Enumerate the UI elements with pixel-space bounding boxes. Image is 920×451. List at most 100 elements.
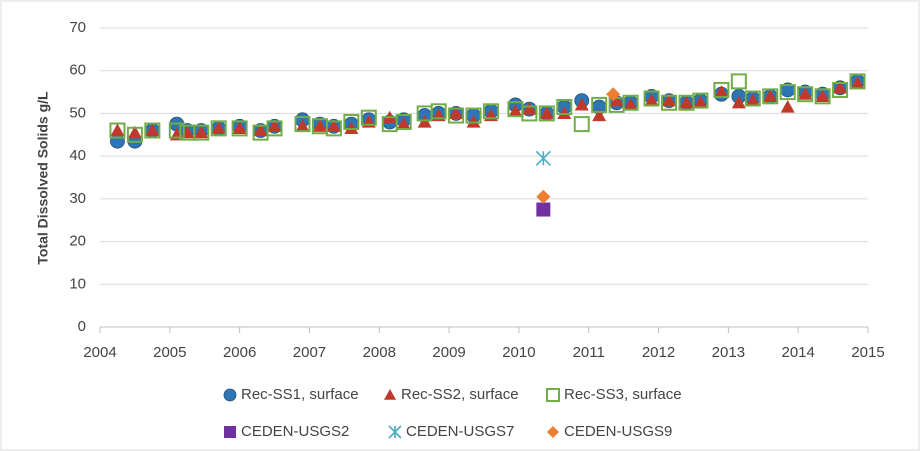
point xyxy=(713,81,730,98)
y-tick-label: 20 xyxy=(69,233,86,250)
point xyxy=(294,116,311,133)
point xyxy=(194,125,209,139)
legend-marker xyxy=(224,426,236,438)
x-tick-label: 2015 xyxy=(851,344,884,361)
x-tick-label: 2013 xyxy=(712,344,745,361)
point xyxy=(573,116,590,133)
point xyxy=(662,93,677,107)
point xyxy=(343,113,360,130)
point xyxy=(466,114,481,128)
legend-label: Rec-SS2, surface xyxy=(401,386,519,403)
point xyxy=(535,150,551,166)
legend-label: CEDEN-USGS9 xyxy=(564,423,672,440)
point xyxy=(623,97,638,111)
legend-label: Rec-SS1, surface xyxy=(241,386,359,403)
x-tick-label: 2009 xyxy=(432,344,465,361)
point xyxy=(833,80,848,94)
point xyxy=(536,202,551,217)
x-tick-label: 2005 xyxy=(153,344,186,361)
point xyxy=(556,99,573,116)
point xyxy=(295,119,310,132)
point xyxy=(465,107,482,124)
legend-label: Rec-SS3, surface xyxy=(564,386,682,403)
point xyxy=(574,97,589,111)
point xyxy=(538,105,555,122)
point xyxy=(763,89,778,102)
point xyxy=(253,123,268,137)
point xyxy=(644,93,659,107)
x-tick-label: 2011 xyxy=(573,344,605,361)
point xyxy=(622,94,639,111)
y-axis-label: Total Dissolved Solids g/L xyxy=(35,91,51,265)
point xyxy=(144,122,161,139)
point xyxy=(609,93,624,107)
point xyxy=(344,121,359,134)
y-tick-label: 30 xyxy=(69,190,86,207)
y-tick-label: 0 xyxy=(78,318,86,335)
point xyxy=(692,92,709,109)
legend-label: CEDEN-USGS7 xyxy=(406,423,514,440)
point xyxy=(814,88,831,105)
point xyxy=(797,86,814,103)
point xyxy=(815,89,830,102)
point xyxy=(145,123,160,137)
point xyxy=(762,88,779,105)
point xyxy=(325,120,342,137)
y-tick-label: 50 xyxy=(69,104,86,121)
point xyxy=(850,76,865,90)
point xyxy=(731,95,746,109)
legend-label: CEDEN-USGS2 xyxy=(241,423,349,440)
point xyxy=(267,119,282,132)
point xyxy=(126,126,143,143)
point xyxy=(849,73,866,90)
point xyxy=(745,93,760,107)
x-tick-label: 2006 xyxy=(223,344,256,361)
y-tick-label: 70 xyxy=(69,19,86,36)
legend-marker xyxy=(547,426,559,438)
point xyxy=(798,87,813,100)
y-tick-label: 60 xyxy=(69,62,86,79)
point xyxy=(508,104,523,117)
point xyxy=(779,84,796,101)
point xyxy=(448,107,465,124)
x-tick-label: 2004 xyxy=(83,344,116,361)
point xyxy=(193,124,210,141)
y-tick-label: 40 xyxy=(69,147,86,164)
point xyxy=(643,90,660,107)
point xyxy=(536,189,551,204)
y-tick-label: 10 xyxy=(69,275,86,292)
x-tick-label: 2010 xyxy=(502,344,535,361)
point xyxy=(744,90,761,107)
point xyxy=(312,119,327,132)
point xyxy=(449,106,464,120)
point xyxy=(780,100,795,113)
point xyxy=(591,96,608,113)
point xyxy=(661,94,678,111)
point xyxy=(210,120,227,137)
point xyxy=(679,95,694,109)
point xyxy=(232,121,247,134)
point xyxy=(109,122,126,139)
x-tick-label: 2014 xyxy=(781,344,814,361)
point xyxy=(396,117,411,130)
legend-marker xyxy=(546,388,560,402)
point xyxy=(482,103,499,120)
point xyxy=(231,120,248,137)
point xyxy=(266,120,283,137)
point xyxy=(127,125,142,139)
point xyxy=(606,87,621,102)
x-tick-label: 2012 xyxy=(642,344,675,361)
point xyxy=(360,109,377,126)
point xyxy=(110,123,125,137)
point xyxy=(730,73,747,90)
point xyxy=(211,121,226,134)
point xyxy=(521,105,538,122)
x-tick-label: 2007 xyxy=(293,344,326,361)
legend-marker xyxy=(388,425,402,439)
x-tick-label: 2008 xyxy=(363,344,396,361)
point xyxy=(522,102,537,115)
point xyxy=(395,113,412,130)
point xyxy=(714,85,729,98)
